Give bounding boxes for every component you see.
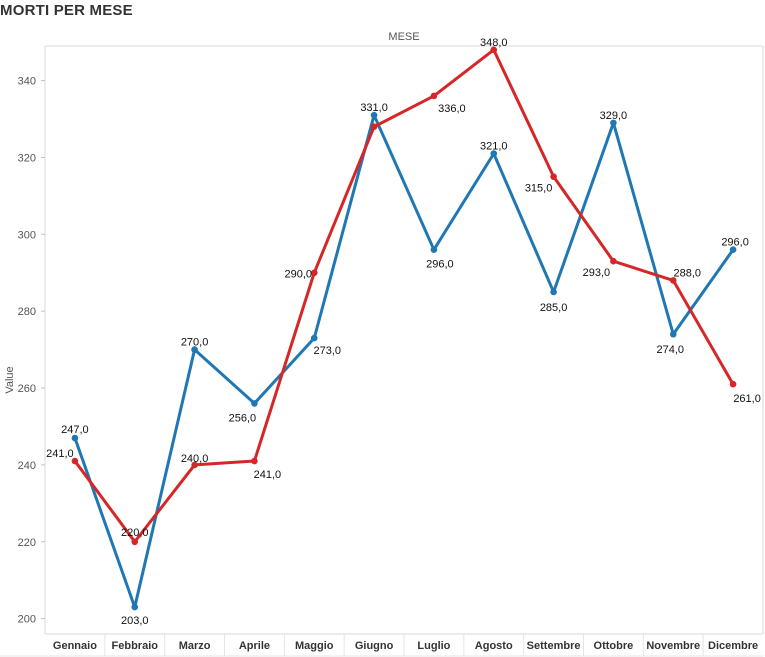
- data-point-series-1: [729, 246, 737, 253]
- data-point-series-1: [131, 603, 139, 611]
- data-point-series-2: [669, 277, 677, 284]
- data-label: 220,0: [121, 527, 149, 539]
- data-point-series-2: [71, 457, 79, 465]
- data-label: 290,0: [284, 269, 312, 281]
- y-tick-label: 340: [18, 76, 36, 88]
- data-label: 247,0: [61, 424, 89, 436]
- column-header-label: MESE: [388, 31, 419, 43]
- data-label: 285,0: [540, 302, 568, 314]
- data-point-series-1: [251, 400, 258, 407]
- data-point-series-1: [490, 150, 498, 157]
- series-line-1: [73, 113, 735, 609]
- data-label: 329,0: [600, 110, 628, 122]
- data-label: 240,0: [181, 453, 209, 465]
- page-title: MORTI PER MESE: [0, 2, 133, 19]
- data-label: 321,0: [480, 141, 508, 153]
- data-point-series-2: [370, 123, 378, 131]
- data-label: 296,0: [426, 259, 454, 271]
- y-tick-label: 280: [18, 306, 36, 318]
- data-label: 331,0: [360, 102, 388, 114]
- y-tick-label: 320: [18, 152, 36, 164]
- data-point-series-2: [610, 257, 617, 265]
- data-label: 293,0: [583, 267, 611, 279]
- x-tick-label: Giugno: [355, 640, 394, 652]
- data-label: 273,0: [313, 345, 341, 357]
- x-tick-label: Febbraio: [112, 640, 159, 652]
- data-label: 315,0: [525, 183, 553, 195]
- data-point-series-2: [550, 173, 557, 180]
- series-line-2: [73, 48, 735, 544]
- y-tick-label: 300: [18, 229, 36, 241]
- data-point-series-1: [370, 111, 378, 119]
- y-axis-label: Value: [4, 366, 16, 393]
- data-point-series-1: [191, 346, 198, 353]
- data-point-series-1: [669, 330, 677, 338]
- data-label: 241,0: [46, 448, 74, 460]
- y-tick-label: 240: [18, 460, 36, 472]
- x-tick-label: Aprile: [239, 640, 270, 652]
- data-point-series-2: [729, 380, 737, 388]
- data-point-series-2: [191, 461, 198, 469]
- x-tick-label: Luglio: [417, 640, 450, 652]
- data-label: 274,0: [656, 344, 684, 356]
- y-tick-label: 200: [18, 614, 36, 626]
- data-label: 336,0: [438, 103, 466, 115]
- data-point-series-2: [251, 457, 258, 465]
- x-tick-label: Gennaio: [53, 640, 97, 652]
- data-label: 348,0: [480, 37, 508, 49]
- data-label: 261,0: [733, 393, 761, 405]
- data-point-series-2: [430, 92, 438, 100]
- data-label: 270,0: [181, 337, 209, 349]
- data-point-series-1: [550, 288, 557, 296]
- data-point-series-1: [610, 119, 617, 127]
- x-tick-label: Ottobre: [594, 640, 634, 652]
- data-point-series-2: [490, 46, 498, 54]
- y-tick-label: 220: [18, 537, 36, 549]
- x-tick-label: Agosto: [475, 640, 513, 652]
- x-tick-label: Maggio: [295, 640, 334, 652]
- data-label: 203,0: [121, 615, 149, 627]
- data-label: 296,0: [721, 237, 749, 249]
- data-label: 288,0: [673, 267, 701, 279]
- data-point-series-1: [310, 334, 318, 342]
- data-label: 241,0: [254, 469, 282, 481]
- data-point-series-2: [310, 269, 318, 277]
- data-point-series-1: [71, 434, 79, 442]
- data-point-series-2: [131, 538, 139, 546]
- x-tick-label: Settembre: [527, 640, 581, 652]
- x-tick-label: Novembre: [646, 640, 700, 652]
- data-point-series-1: [430, 246, 438, 253]
- x-tick-label: Marzo: [179, 640, 211, 652]
- x-tick-label: Dicembre: [708, 640, 758, 652]
- y-tick-label: 260: [18, 383, 36, 395]
- data-label: 256,0: [229, 412, 257, 424]
